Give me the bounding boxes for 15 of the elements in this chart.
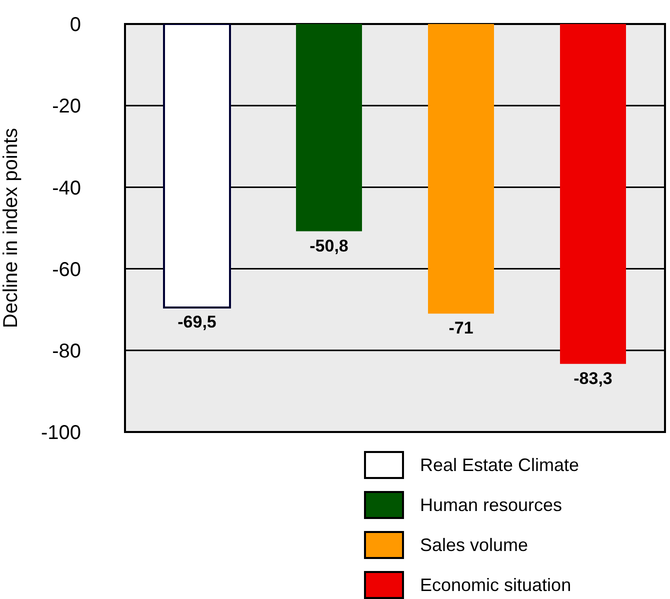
- y-tick-label: -20: [52, 96, 81, 118]
- y-tick-label: -40: [52, 177, 81, 200]
- y-tick-label: -80: [52, 340, 81, 362]
- data-label: -71: [448, 318, 474, 338]
- y-tick-label: -60: [52, 258, 81, 281]
- data-label: -50,8: [310, 236, 348, 256]
- y-axis-title: Decline in index points: [0, 128, 22, 328]
- legend-label: Real Estate Climate: [420, 454, 580, 476]
- y-tick-label: -100: [40, 422, 81, 444]
- legend-label: Economic situation: [420, 574, 572, 596]
- data-label: -83,3: [574, 368, 612, 388]
- legend-label: Sales volume: [420, 534, 528, 556]
- data-label: -69,5: [178, 312, 216, 332]
- y-tick-label: 0: [70, 14, 81, 36]
- legend-label: Human resources: [420, 494, 562, 516]
